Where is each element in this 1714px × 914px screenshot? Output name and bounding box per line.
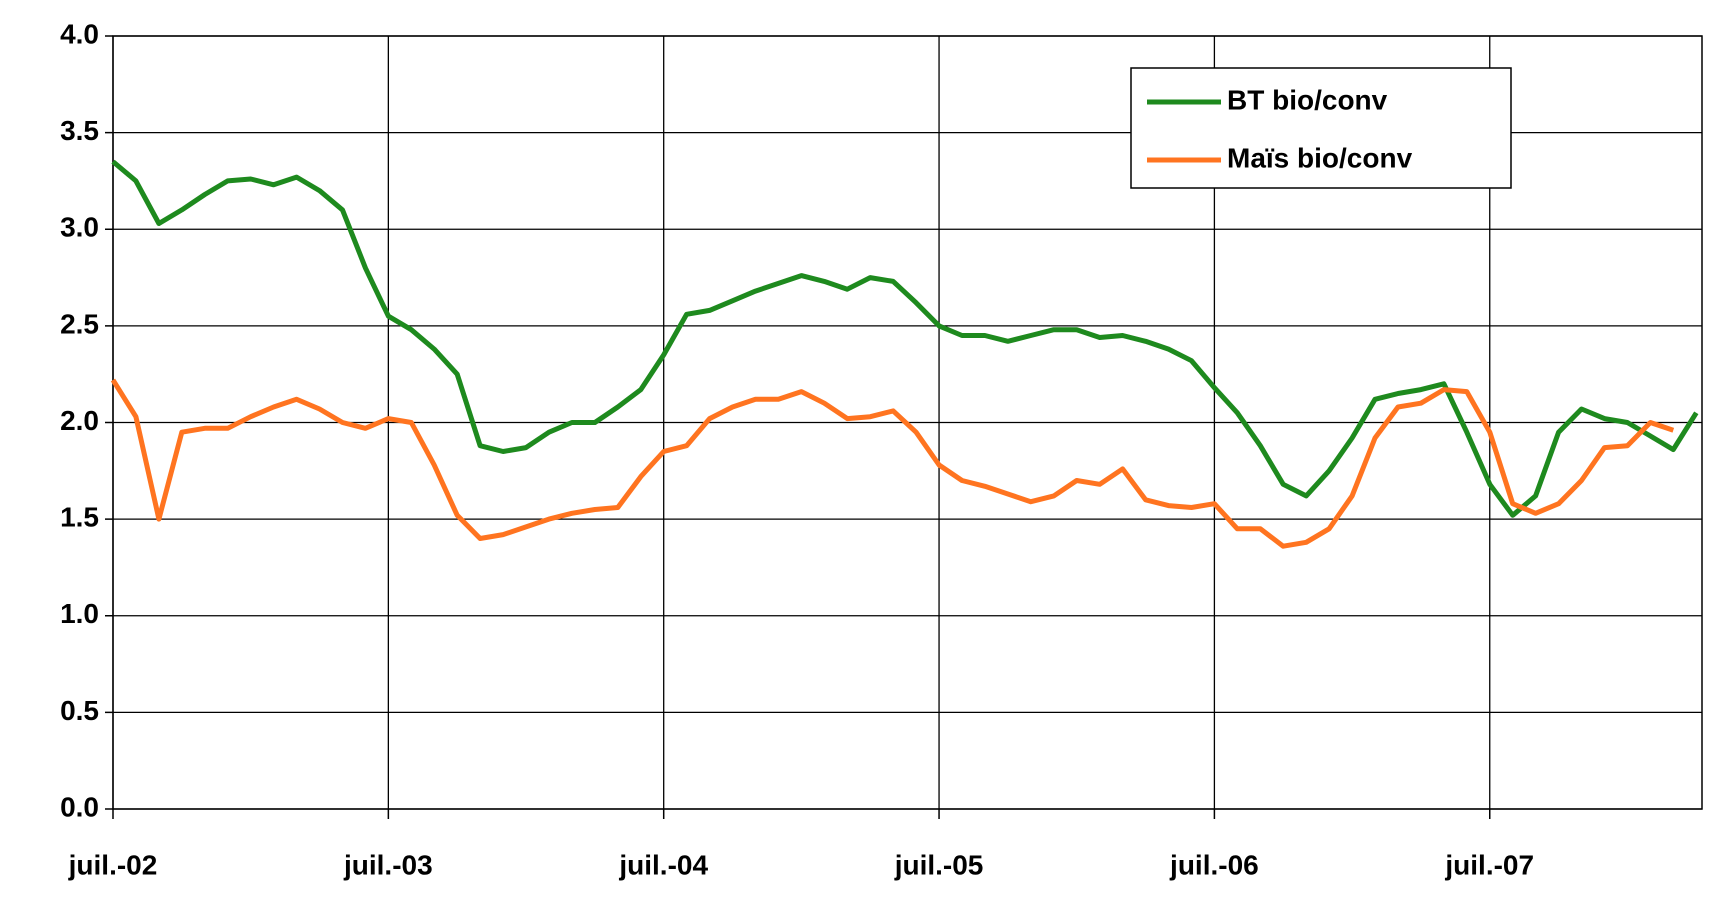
series-line (110, 378, 1675, 549)
y-tick-label: 3.5 (60, 115, 99, 146)
x-tick-label: juil.-05 (894, 849, 984, 880)
y-tick-label: 1.5 (60, 502, 99, 533)
y-tick-label: 1.0 (60, 598, 99, 629)
y-tick-label: 0.5 (60, 695, 99, 726)
legend-label: BT bio/conv (1227, 84, 1388, 115)
x-tick-label: juil.-04 (618, 849, 708, 880)
series-line (111, 159, 1699, 518)
x-tick-label: juil.-02 (68, 849, 158, 880)
legend-label: Maïs bio/conv (1227, 142, 1413, 173)
legend-box (1130, 67, 1512, 189)
plot-frame (112, 35, 1703, 810)
y-tick-label: 0.0 (60, 791, 99, 822)
x-tick-label: juil.-06 (1169, 849, 1259, 880)
y-tick-label: 4.0 (60, 18, 99, 49)
y-tick-label: 2.0 (60, 405, 99, 436)
y-tick-label: 3.0 (60, 212, 99, 243)
x-tick-label: juil.-07 (1444, 849, 1534, 880)
x-tick-label: juil.-03 (343, 849, 433, 880)
y-tick-label: 2.5 (60, 308, 99, 339)
